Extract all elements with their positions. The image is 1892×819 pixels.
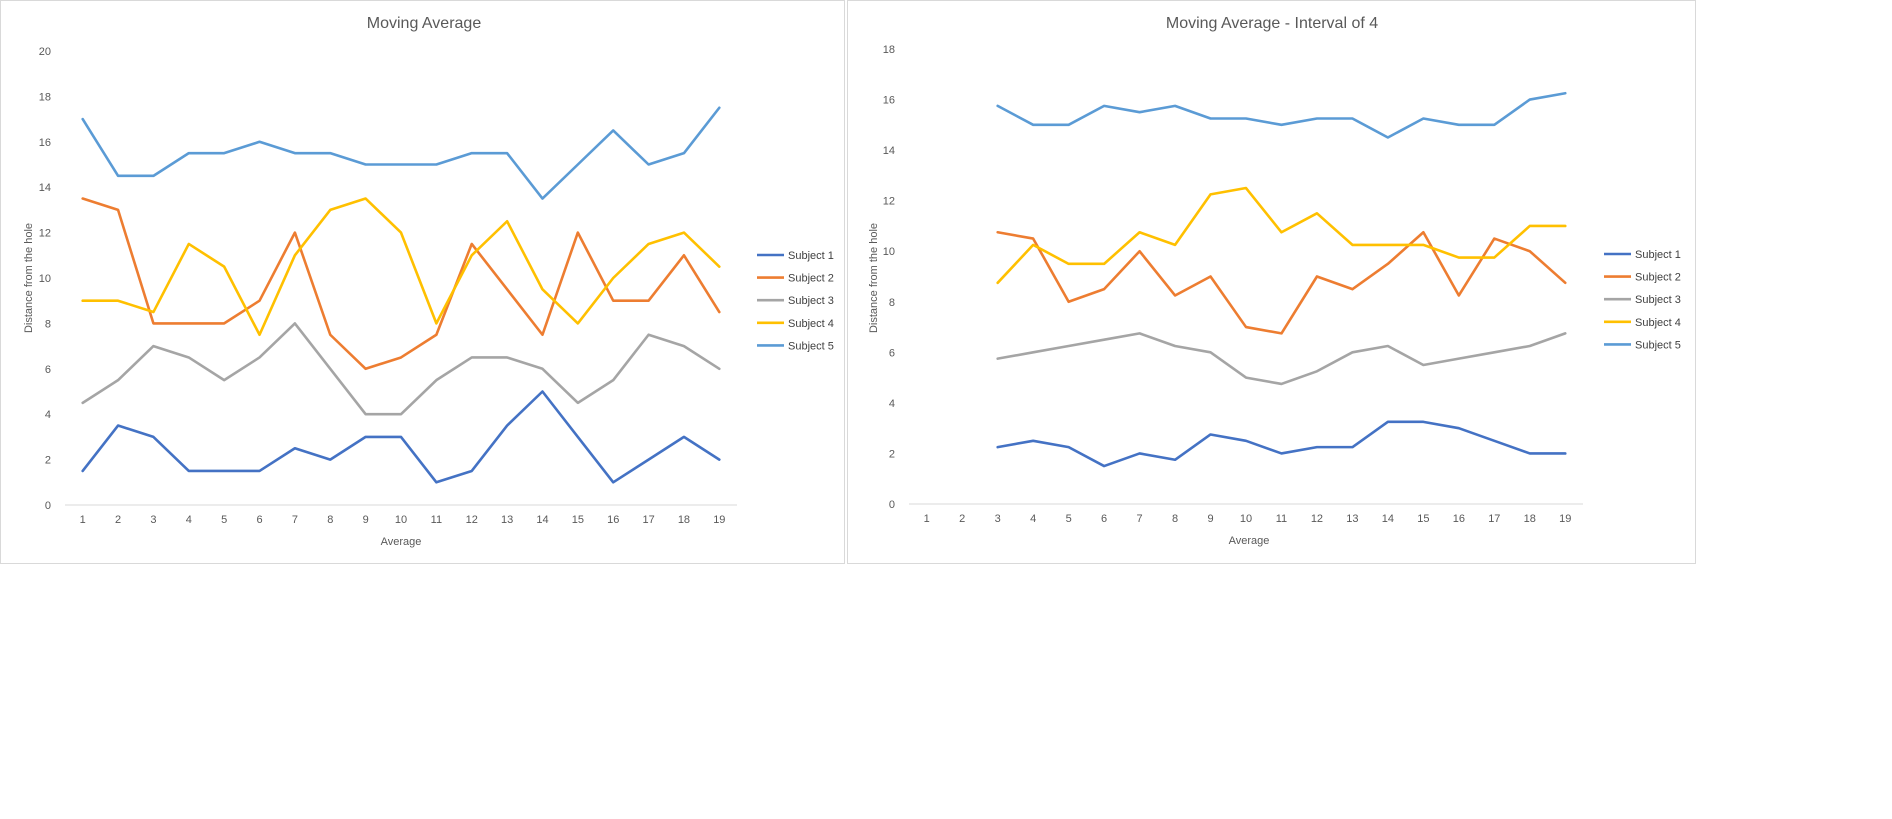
x-tick-label: 17 xyxy=(1488,513,1500,525)
x-tick-label: 15 xyxy=(572,514,584,526)
legend-label-subject-1: Subject 1 xyxy=(788,250,834,262)
chart-moving-average-svg: Moving Average Average Distance from the… xyxy=(23,15,834,548)
x-tick-label: 3 xyxy=(995,513,1001,525)
x-tick-label: 12 xyxy=(1311,513,1323,525)
legend-label-subject-4: Subject 4 xyxy=(1635,317,1681,329)
series-line-subject-5 xyxy=(996,91,1567,139)
y-tick-label: 20 xyxy=(39,46,51,58)
legend-label-subject-4: Subject 4 xyxy=(788,318,834,330)
legend-label-subject-1: Subject 1 xyxy=(1635,249,1681,261)
series-line-subject-3 xyxy=(81,322,721,416)
y-tick-label: 10 xyxy=(39,273,51,285)
x-tick-label: 7 xyxy=(1137,513,1143,525)
y-tick-label: 16 xyxy=(39,137,51,149)
y-axis-title: Distance from the hole xyxy=(868,223,880,333)
x-tick-label: 8 xyxy=(327,514,333,526)
y-tick-label: 2 xyxy=(45,455,51,467)
y-tick-label: 4 xyxy=(45,409,51,421)
y-tick-label: 6 xyxy=(889,347,895,359)
x-tick-label: 2 xyxy=(115,514,121,526)
series-line-subject-3 xyxy=(996,332,1567,386)
x-tick-label: 4 xyxy=(186,514,192,526)
x-tick-label: 4 xyxy=(1030,513,1036,525)
x-tick-label: 13 xyxy=(501,514,513,526)
x-tick-label: 17 xyxy=(642,514,654,526)
y-tick-label: 0 xyxy=(45,500,51,512)
legend-label-subject-3: Subject 3 xyxy=(788,295,834,307)
y-tick-label: 16 xyxy=(883,95,895,107)
legend-label-subject-2: Subject 2 xyxy=(788,273,834,285)
y-axis-title: Distance from the hole xyxy=(23,223,35,333)
x-tick-label: 18 xyxy=(678,514,690,526)
y-tick-label: 0 xyxy=(889,499,895,511)
x-tick-label: 19 xyxy=(1559,513,1571,525)
y-tick-label: 8 xyxy=(889,297,895,309)
x-axis-title: Average xyxy=(381,536,422,548)
legend-label-subject-5: Subject 5 xyxy=(1635,339,1681,351)
x-tick-label: 19 xyxy=(713,514,725,526)
series-line-subject-2 xyxy=(81,197,721,371)
x-tick-label: 5 xyxy=(221,514,227,526)
series-line-subject-4 xyxy=(81,197,721,337)
legend: Subject 1 Subject 2 Subject 3 Subject 4 Subj… xyxy=(1604,249,1681,351)
chart-moving-average-interval-4-svg: Moving Average - Interval of 4 Average D… xyxy=(868,15,1681,547)
x-tick-label: 6 xyxy=(1101,513,1107,525)
series-line-subject-2 xyxy=(996,230,1567,335)
x-axis-title: Average xyxy=(1229,535,1270,547)
x-tick-label: 3 xyxy=(150,514,156,526)
x-tick-label: 18 xyxy=(1524,513,1536,525)
y-tick-label: 2 xyxy=(889,448,895,460)
x-tick-label: 15 xyxy=(1417,513,1429,525)
series-line-subject-1 xyxy=(996,420,1567,468)
x-tick-label: 16 xyxy=(607,514,619,526)
x-tick-label: 13 xyxy=(1346,513,1358,525)
legend: Subject 1 Subject 2 Subject 3 Subject 4 Subj… xyxy=(757,250,834,352)
series-line-subject-1 xyxy=(81,390,721,484)
y-tick-label: 6 xyxy=(45,364,51,376)
y-tick-label: 12 xyxy=(883,196,895,208)
y-tick-label: 18 xyxy=(883,44,895,56)
x-tick-label: 1 xyxy=(80,514,86,526)
legend-label-subject-3: Subject 3 xyxy=(1635,294,1681,306)
series-line-subject-5 xyxy=(81,106,721,200)
chart-title: Moving Average xyxy=(367,15,482,32)
series-line-subject-4 xyxy=(996,186,1567,285)
x-tick-label: 2 xyxy=(959,513,965,525)
legend-label-subject-5: Subject 5 xyxy=(788,340,834,352)
x-tick-label: 10 xyxy=(1240,513,1252,525)
y-tick-label: 10 xyxy=(883,246,895,258)
x-tick-label: 16 xyxy=(1453,513,1465,525)
x-tick-label: 11 xyxy=(1276,513,1287,525)
x-tick-label: 9 xyxy=(363,514,369,526)
chart-title: Moving Average - Interval of 4 xyxy=(1166,15,1378,32)
y-tick-label: 12 xyxy=(39,228,51,240)
x-tick-label: 12 xyxy=(466,514,478,526)
y-tick-label: 14 xyxy=(883,145,895,157)
y-tick-label: 14 xyxy=(39,182,51,194)
x-tick-label: 5 xyxy=(1066,513,1072,525)
legend-label-subject-2: Subject 2 xyxy=(1635,272,1681,284)
y-tick-label: 18 xyxy=(39,91,51,103)
x-tick-label: 1 xyxy=(924,513,930,525)
x-tick-label: 6 xyxy=(256,514,262,526)
x-tick-label: 9 xyxy=(1207,513,1213,525)
x-tick-label: 7 xyxy=(292,514,298,526)
x-tick-label: 14 xyxy=(536,514,548,526)
x-tick-label: 10 xyxy=(395,514,407,526)
y-tick-label: 4 xyxy=(889,398,895,410)
x-tick-label: 14 xyxy=(1382,513,1394,525)
y-tick-label: 8 xyxy=(45,318,51,330)
chart-moving-average-interval-4: Moving Average - Interval of 4 Average D… xyxy=(847,0,1696,564)
x-tick-label: 11 xyxy=(431,514,442,526)
chart-moving-average: Moving Average Average Distance from the… xyxy=(0,0,845,564)
x-tick-label: 8 xyxy=(1172,513,1178,525)
